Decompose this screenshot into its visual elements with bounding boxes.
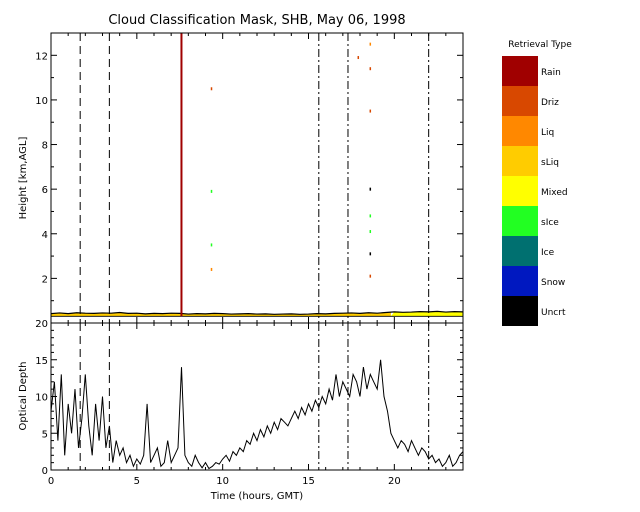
legend-swatch-liq xyxy=(502,116,538,146)
mask-point xyxy=(369,230,372,234)
legend-label: Uncrt xyxy=(541,308,566,318)
bottom-plot-frame xyxy=(50,322,464,471)
legend-label: sLiq xyxy=(541,158,559,168)
y-tick-label: 6 xyxy=(42,185,48,196)
bottom-y-axis-label: Optical Depth xyxy=(18,362,29,431)
top-x-ticks xyxy=(50,33,447,323)
legend-swatch-mixed xyxy=(502,176,538,206)
legend-label: Rain xyxy=(541,68,561,78)
bottom-vertical-markers xyxy=(79,323,430,470)
mask-point xyxy=(369,214,372,218)
x-tick-label: 0 xyxy=(48,476,54,487)
x-tick-label: 5 xyxy=(134,476,140,487)
mask-point xyxy=(357,56,360,60)
mask-point xyxy=(210,189,213,193)
top-vertical-markers xyxy=(79,33,430,323)
mask-point xyxy=(369,67,372,71)
y-tick-label: 5 xyxy=(42,429,48,440)
legend-swatch-snow xyxy=(502,266,538,296)
y-tick-label: 2 xyxy=(42,274,48,285)
y-tick-label: 10 xyxy=(35,393,48,404)
x-tick-label: 15 xyxy=(302,476,315,487)
mask-point xyxy=(210,87,213,91)
y-tick-label: 10 xyxy=(35,96,48,107)
mask-point xyxy=(369,274,372,278)
bottom-y-ticks: 0 5 10 15 20 xyxy=(35,319,463,477)
top-plot-frame xyxy=(50,32,464,324)
legend-swatch-rain xyxy=(502,56,538,86)
legend-swatch-sliq xyxy=(502,146,538,176)
legend-label: Liq xyxy=(541,128,554,138)
chart-title: Cloud Classification Mask, SHB, May 06, … xyxy=(108,13,405,28)
cloud-mask-panel: 2 4 6 8 10 12 Height [km,AGL] xyxy=(18,32,464,324)
top-y-axis-label: Height [km,AGL] xyxy=(18,137,29,220)
y-tick-label: 4 xyxy=(42,230,48,241)
legend-label: Snow xyxy=(541,278,565,288)
mask-point xyxy=(210,243,213,247)
scattered-points xyxy=(210,42,372,278)
mask-point xyxy=(369,42,372,46)
y-tick-label: 20 xyxy=(35,319,48,330)
legend-swatch-uncrt xyxy=(502,296,538,326)
y-tick-label: 8 xyxy=(42,141,48,152)
legend-label: Ice xyxy=(541,248,555,258)
y-tick-label: 0 xyxy=(42,466,48,477)
legend-swatch-ice xyxy=(502,236,538,266)
mask-point xyxy=(369,187,372,191)
layer-top-outline xyxy=(50,310,464,315)
legend-title: Retrieval Type xyxy=(508,40,572,50)
legend-swatch-driz xyxy=(502,86,538,116)
mask-point xyxy=(369,252,372,256)
x-tick-label: 20 xyxy=(388,476,401,487)
mask-point xyxy=(369,109,372,113)
legend: Retrieval Type Rain Driz Liq sLiq Mixed sIce I… xyxy=(502,40,572,326)
x-axis-label: Time (hours, GMT) xyxy=(210,491,304,502)
legend-swatch-sice xyxy=(502,206,538,236)
x-tick-label: 10 xyxy=(216,476,229,487)
rain-column xyxy=(180,33,183,317)
bottom-x-ticks: 0 5 10 15 20 xyxy=(48,323,447,487)
legend-label: Driz xyxy=(541,98,559,108)
top-y-ticks: 2 4 6 8 10 12 xyxy=(35,32,463,302)
mask-point xyxy=(210,267,213,271)
legend-label: sIce xyxy=(541,218,559,228)
optical-depth-panel: 0 5 10 15 20 0 5 10 15 20 Optical Depth Time (ho… xyxy=(18,319,464,502)
legend-label: Mixed xyxy=(541,188,568,198)
optical-depth-line xyxy=(50,359,464,470)
y-tick-label: 12 xyxy=(35,51,48,62)
cloud-layer xyxy=(50,33,464,317)
y-tick-label: 15 xyxy=(35,356,48,367)
